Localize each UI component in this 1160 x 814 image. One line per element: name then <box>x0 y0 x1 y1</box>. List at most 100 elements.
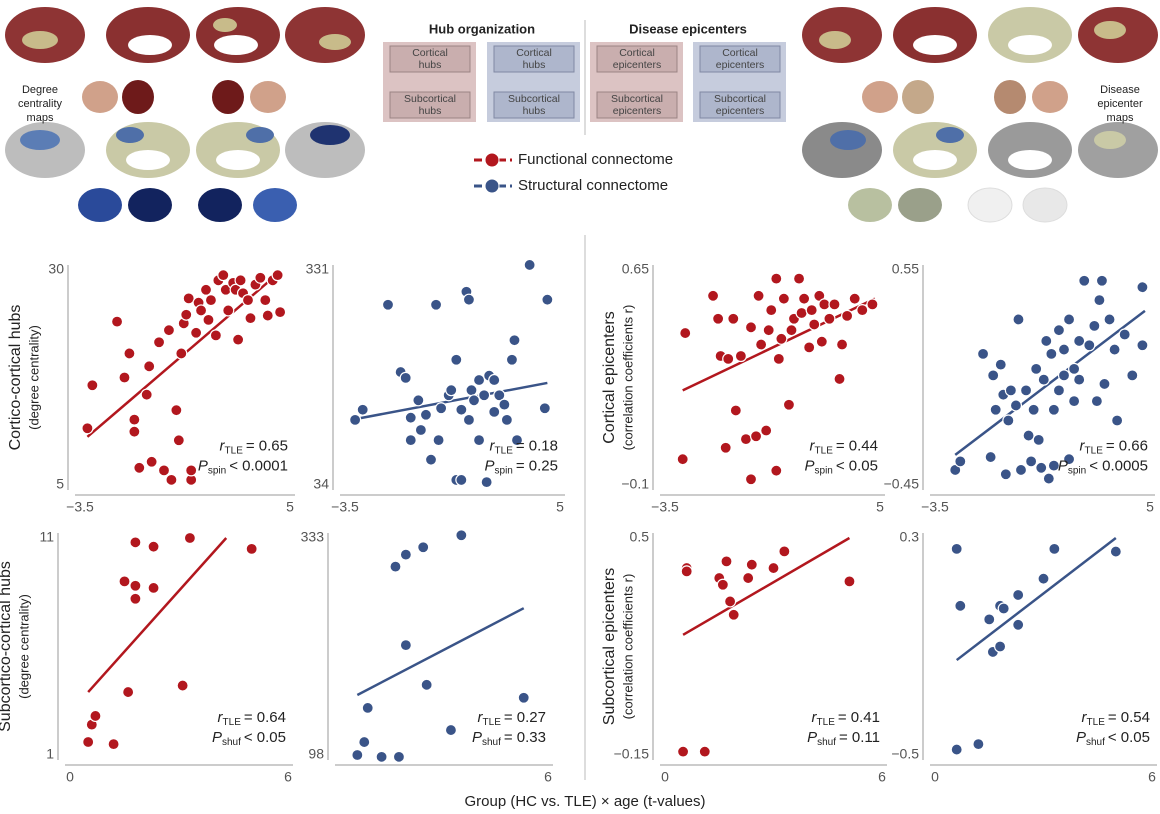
x-tick-label: 5 <box>1146 499 1154 515</box>
point <box>128 413 141 426</box>
point <box>404 434 417 447</box>
stat-subscript: spin <box>815 465 833 476</box>
point <box>165 473 178 486</box>
point <box>424 453 438 466</box>
point <box>954 455 967 468</box>
box-text: hubs <box>419 105 442 117</box>
point <box>744 321 758 334</box>
x-tick-label: 6 <box>544 769 552 785</box>
point <box>805 304 818 317</box>
stat: Pshuf = 0.33 <box>472 729 546 748</box>
point <box>445 384 458 397</box>
point <box>89 709 102 723</box>
point <box>118 575 131 588</box>
y-axis-sublabel: (correlation coefficients r) <box>620 305 635 451</box>
point <box>1027 403 1040 416</box>
point <box>843 575 856 588</box>
stat-symbol: P <box>472 729 482 746</box>
point <box>987 369 1000 382</box>
point <box>1062 453 1076 466</box>
point <box>414 423 427 437</box>
point <box>727 312 740 325</box>
x-tick-label: 6 <box>878 769 886 785</box>
point <box>465 384 478 397</box>
brain-label: Disease <box>1100 84 1140 96</box>
stat-symbol: r <box>810 437 816 454</box>
point <box>462 293 476 306</box>
point <box>505 353 519 366</box>
stat-subscript: shuf <box>1086 737 1105 748</box>
stat-symbol: r <box>1080 437 1086 454</box>
point <box>1083 339 1096 352</box>
legend-marker <box>484 152 500 168</box>
point <box>1057 369 1071 382</box>
stat-value: = 0.18 <box>516 437 558 454</box>
point <box>841 309 854 322</box>
point <box>351 748 364 762</box>
x-axis-label: Group (HC vs. TLE) × age (t-values) <box>464 793 705 810</box>
point <box>989 403 1002 416</box>
point <box>1022 429 1035 442</box>
stat-symbol: r <box>218 709 224 726</box>
point <box>241 294 255 307</box>
y-axis-sublabel: (degree centrality) <box>26 325 41 430</box>
point <box>950 743 963 756</box>
brain-label: Degree <box>22 84 58 96</box>
point <box>455 529 468 542</box>
point <box>1136 281 1149 294</box>
point <box>818 298 831 311</box>
stat-symbol: P <box>198 457 208 474</box>
x-tick-label: −3.5 <box>651 499 679 515</box>
stat: Pshuf < 0.05 <box>212 729 286 748</box>
box-text: hubs <box>523 59 546 71</box>
point <box>172 434 185 447</box>
point <box>792 272 806 285</box>
brain-label: maps <box>1107 112 1134 124</box>
point <box>152 336 166 349</box>
point <box>742 571 755 585</box>
box <box>596 45 678 73</box>
point <box>143 360 156 373</box>
stat-subscript: TLE <box>1085 445 1104 456</box>
point <box>107 738 120 751</box>
point <box>706 289 720 302</box>
x-tick-label: 6 <box>1148 769 1156 785</box>
point <box>1068 395 1081 408</box>
y-axis-label: Cortical epicenters <box>601 311 618 444</box>
y-tick-label: −0.5 <box>891 746 919 762</box>
point <box>488 373 501 387</box>
box-text: epicenters <box>716 59 764 71</box>
point <box>1025 455 1038 468</box>
x-tick-label: 0 <box>66 769 74 785</box>
point <box>462 413 476 426</box>
y-tick-label: 331 <box>306 261 330 277</box>
point <box>204 294 218 307</box>
point <box>467 394 481 407</box>
point <box>994 358 1007 371</box>
point <box>772 352 785 365</box>
stat-symbol: r <box>812 709 818 726</box>
point <box>782 398 796 411</box>
point <box>1042 472 1055 485</box>
point <box>271 269 284 282</box>
fit-line <box>955 537 1117 662</box>
y-tick-label: 1 <box>46 746 54 762</box>
point <box>778 545 791 558</box>
point <box>118 371 131 384</box>
point <box>480 476 493 489</box>
y-axis-label: Subcortico-cortical hubs <box>0 561 14 732</box>
stat-value: = 0.66 <box>1106 437 1148 454</box>
y-tick-label: 5 <box>56 476 64 492</box>
stat: Pspin < 0.0001 <box>198 457 288 476</box>
point <box>1103 313 1116 326</box>
point <box>356 403 369 416</box>
y-tick-label: 0.5 <box>630 529 650 545</box>
point <box>723 595 737 608</box>
point <box>777 292 790 305</box>
box-text: Subcortical <box>508 93 560 105</box>
stat: rTLE = 0.65 <box>220 437 288 456</box>
point <box>1047 459 1060 472</box>
point <box>244 312 257 325</box>
point <box>950 542 963 555</box>
point <box>1136 339 1149 352</box>
